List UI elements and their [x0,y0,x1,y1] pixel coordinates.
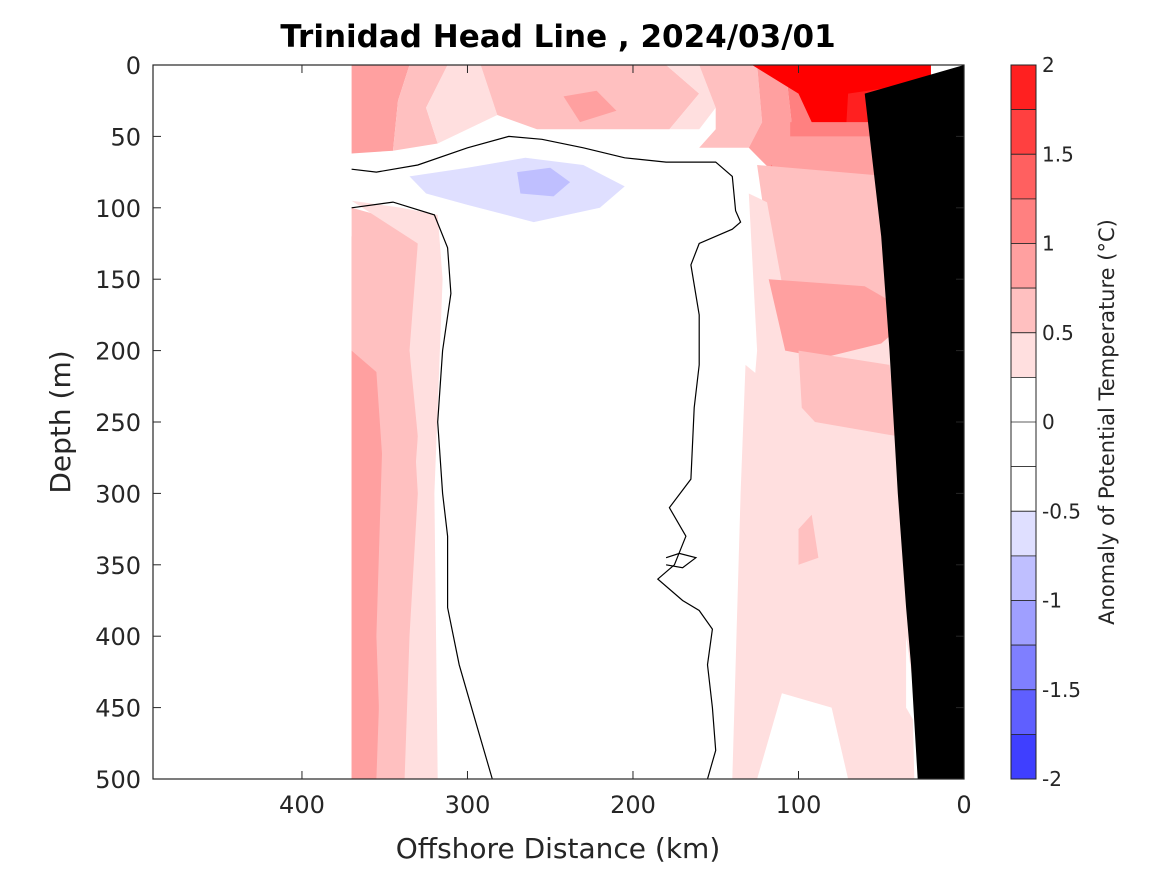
anomaly-region-32 [906,636,915,722]
colorbar-frame [1010,64,1037,780]
colorbar-swatch-2 [1010,153,1037,200]
zero-contour-0 [351,135,742,779]
bottom-mask [864,65,964,779]
colorbar-tick-label-3: 0.5 [1042,321,1074,345]
y-tick-label-8: 400 [95,623,141,651]
anomaly-region-29 [517,167,571,197]
colorbar-tick-label-2: 1 [1042,232,1055,256]
anomaly-region-1 [393,65,448,151]
anomaly-region-26 [376,350,418,779]
y-tick-label-9: 450 [95,695,141,723]
anomaly-region-5 [666,65,716,130]
anomaly-region-31 [566,376,600,401]
colorbar-swatch-9 [1010,510,1037,557]
colorbar-tick-label-5: -0.5 [1042,499,1081,523]
colorbar-swatch-1 [1010,109,1037,155]
x-tick-label-1: 300 [445,791,491,819]
y-tick-label-4: 200 [95,338,141,366]
zero-contour-2 [665,552,698,569]
x-tick-label-4: 0 [956,791,971,819]
colorbar-ticks: 2 1.5 1 0.5 0 -0.5 -1 -1.5 -2 [1042,53,1081,791]
anomaly-region-25 [351,350,385,779]
y-tick-label-1: 50 [110,123,141,151]
y-tick-label-0: 0 [126,52,141,80]
y-axis-ticks: 0 50 100 150 200 250 300 350 400 450 500 [95,52,964,794]
anomaly-region-18 [768,279,915,358]
colorbar-tick-label-0: 2 [1042,53,1055,77]
colorbar-tick-label-8: -2 [1042,767,1062,791]
colorbar-swatch-14 [1010,734,1037,780]
x-tick-label-0: 400 [279,791,325,819]
anomaly-region-20 [798,350,898,437]
colorbar: 2 1.5 1 0.5 0 -0.5 -1 -1.5 -2 Anomaly of Potenti… [1010,53,1119,791]
chart-title: Trinidad Head Line , 2024/03/01 [280,19,835,55]
colorbar-swatch-12 [1010,644,1037,691]
anomaly-region-19 [732,364,915,779]
colorbar-swatch-8 [1010,466,1037,512]
x-axis-label: Offshore Distance (km) [396,832,721,865]
colorbar-tick-label-6: -1 [1042,589,1062,613]
y-tick-label-3: 150 [95,266,141,294]
x-axis-ticks: 400 300 200 100 0 [279,65,972,819]
colorbar-swatch-6 [1010,332,1037,378]
colorbar-swatch-13 [1010,689,1037,735]
anomaly-region-0 [351,65,410,154]
y-tick-label-10: 500 [95,766,141,794]
anomaly-region-4 [563,90,617,123]
colorbar-swatch-0 [1010,64,1037,110]
colorbar-swatch-4 [1010,243,1037,289]
anomaly-region-6 [699,65,763,148]
y-tick-label-7: 350 [95,552,141,580]
anomaly-region-21 [798,514,819,565]
anomaly-region-30 [454,364,471,408]
plot-area: 400 300 200 100 0 0 50 100 150 200 250 300 350 400 45… [95,52,971,819]
anomaly-region-2 [426,65,498,144]
colorbar-swatch-5 [1010,287,1037,334]
colorbar-swatch-3 [1010,198,1037,244]
colorbar-label: Anomaly of Potential Temperature (°C) [1095,219,1119,625]
y-tick-label-2: 100 [95,195,141,223]
x-tick-label-3: 100 [776,791,822,819]
y-tick-label-5: 250 [95,409,141,437]
colorbar-swatch-10 [1010,555,1037,601]
y-tick-label-6: 300 [95,480,141,508]
zero-contour-1 [351,201,493,779]
colorbar-swatch-11 [1010,600,1037,646]
seafloor [864,65,964,779]
colorbar-tick-label-1: 1.5 [1042,142,1074,166]
colorbar-swatches [1010,64,1037,780]
y-axis-label: Depth (m) [44,350,77,493]
colorbar-tick-label-4: 0 [1042,410,1055,434]
colorbar-tick-label-7: -1.5 [1042,678,1081,702]
anomaly-region-28 [409,157,625,223]
x-tick-label-2: 200 [610,791,656,819]
anomaly-region-24 [351,200,443,779]
